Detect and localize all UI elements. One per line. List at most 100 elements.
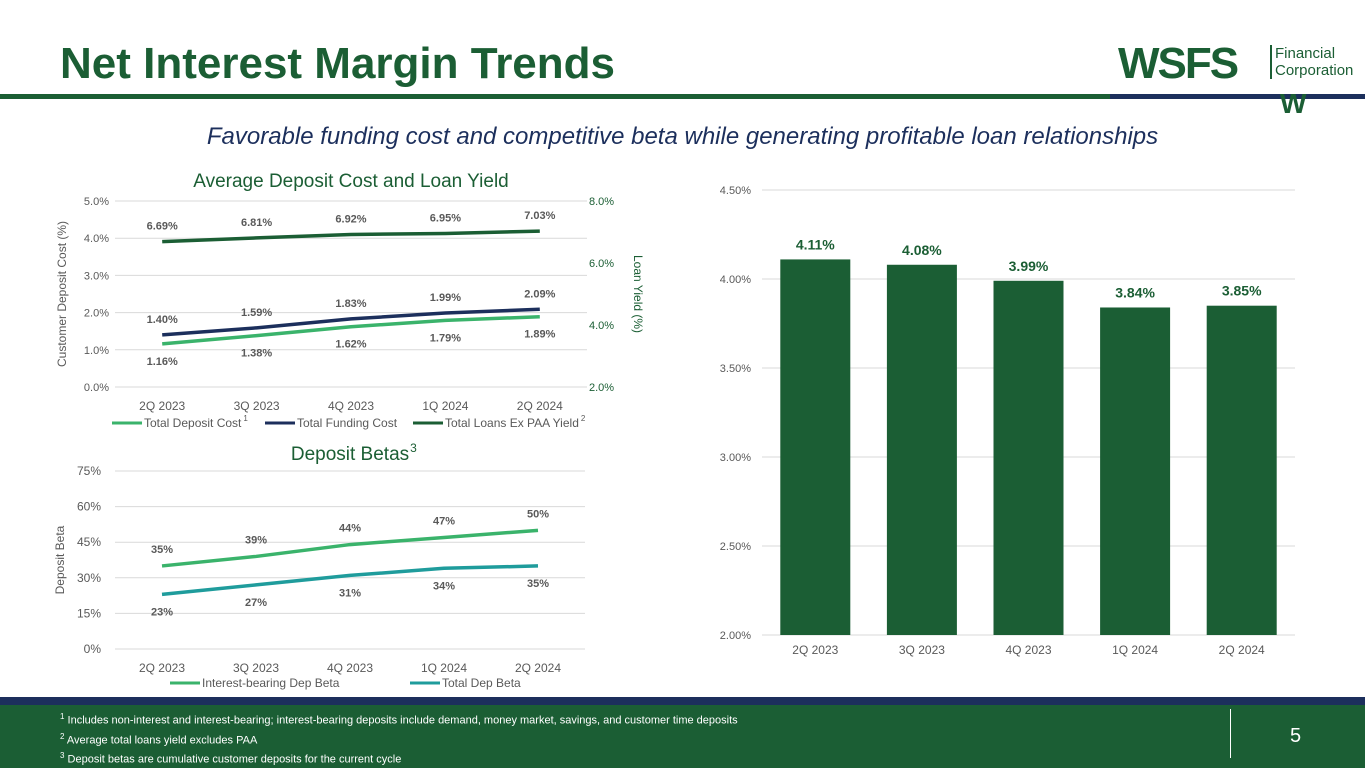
data-label: 1.59% <box>241 307 272 319</box>
y-tick-label: 60% <box>77 500 101 514</box>
y-tick-label: 30% <box>77 571 101 585</box>
y-tick-label: 75% <box>77 464 101 478</box>
y-tick-label: 15% <box>77 606 101 620</box>
y-tick-label: 3.0% <box>84 270 109 282</box>
title-footnote-mark: 3 <box>410 441 417 455</box>
data-label: 1.62% <box>335 339 366 351</box>
data-label: 44% <box>339 523 361 535</box>
x-tick-label: 3Q 2023 <box>233 661 279 675</box>
footnote-1: 1 Includes non-interest and interest-bea… <box>60 712 738 727</box>
series-line <box>161 564 539 597</box>
data-label: 6.81% <box>241 217 272 229</box>
data-label: 3.99% <box>1009 258 1049 274</box>
nim-bar <box>886 264 957 635</box>
legend-footnote-mark: 1 <box>243 414 248 423</box>
y-tick-label: 1.0% <box>84 345 109 357</box>
data-label: 27% <box>245 597 267 609</box>
data-label: 3.85% <box>1222 283 1262 299</box>
title-rule-accent <box>1110 94 1365 99</box>
wsfs-logo: WSFS Financial Corporation W <box>1118 39 1358 119</box>
legend-label: Interest-bearing Dep Beta <box>202 676 340 690</box>
logo-sub-line1: Financial <box>1275 45 1336 62</box>
x-tick-label: 4Q 2023 <box>1005 643 1051 657</box>
x-tick-label: 2Q 2023 <box>139 661 185 675</box>
x-tick-label: 1Q 2024 <box>421 661 467 675</box>
legend-footnote-mark: 2 <box>581 414 586 423</box>
x-tick-label: 3Q 2023 <box>234 399 280 413</box>
data-label: 34% <box>433 580 455 592</box>
logo-wordmark: WSFS <box>1118 39 1239 88</box>
data-label: 35% <box>151 544 173 556</box>
net-interest-margin-bar-chart: 2.00% 2.50% 3.00% 3.50% 4.00% 4.50% 4.11% 2Q 20… <box>720 185 1295 657</box>
nim-bar <box>1100 307 1171 635</box>
y-tick-label: 2.0% <box>84 308 109 320</box>
series-line <box>162 307 540 337</box>
page-number: 5 <box>1290 725 1302 747</box>
data-label: 31% <box>339 587 361 599</box>
x-tick-label: 4Q 2023 <box>327 661 373 675</box>
series-line <box>161 528 539 568</box>
chart-title: Deposit Betas <box>291 444 409 465</box>
data-label: 1.79% <box>430 332 461 344</box>
y-tick-label: 5.0% <box>84 196 109 208</box>
data-label: 4.11% <box>796 236 835 252</box>
y-tick-label: 3.50% <box>720 363 751 375</box>
y-tick-label: 2.00% <box>720 630 751 642</box>
y-tick-label: 4.00% <box>720 274 751 286</box>
nim-bar <box>780 259 851 635</box>
deposit-betas-chart: Deposit Betas 30%15%30%45%60%75%Deposit B… <box>53 441 585 690</box>
data-label: 6.69% <box>147 221 178 233</box>
x-tick-label: 1Q 2024 <box>1112 643 1158 657</box>
y-tick-label: 0% <box>84 642 102 656</box>
x-tick-label: 1Q 2024 <box>422 399 468 413</box>
x-tick-label: 2Q 2024 <box>1219 643 1265 657</box>
x-tick-label: 3Q 2023 <box>899 643 945 657</box>
data-label: 39% <box>245 534 267 546</box>
y-axis-label: Customer Deposit Cost (%) <box>55 221 69 367</box>
data-label: 2.09% <box>524 288 555 300</box>
chart-title: Average Deposit Cost and Loan Yield <box>193 171 508 192</box>
legend-label: Total Deposit Cost <box>144 416 242 430</box>
footer-divider <box>1230 709 1231 758</box>
data-label: 3.84% <box>1115 284 1155 300</box>
page-title: Net Interest Margin Trends <box>60 39 616 88</box>
data-label: 1.40% <box>147 314 178 326</box>
data-label: 47% <box>433 515 455 527</box>
x-tick-label: 2Q 2024 <box>515 661 561 675</box>
y-tick-label: 3.00% <box>720 452 751 464</box>
logo-sub-line2: Corporation <box>1275 62 1354 79</box>
data-label: 50% <box>527 508 549 520</box>
logo-subtext: Financial Corporation <box>1270 45 1353 79</box>
y-tick-label: 45% <box>77 535 101 549</box>
x-tick-label: 2Q 2023 <box>792 643 838 657</box>
footnote-3: 3 Deposit betas are cumulative customer … <box>60 751 402 766</box>
legend-label: Total Loans Ex PAA Yield <box>445 416 579 430</box>
y-axis-label: Deposit Beta <box>53 525 67 594</box>
footer: 1 Includes non-interest and interest-bea… <box>0 705 1365 768</box>
x-tick-label: 2Q 2024 <box>517 399 563 413</box>
data-label: 1.89% <box>524 329 555 341</box>
y2-tick-label: 2.0% <box>589 382 614 394</box>
y-tick-label: 2.50% <box>720 541 751 553</box>
data-label: 4.08% <box>902 242 942 258</box>
data-label: 6.95% <box>430 213 461 225</box>
deposit-cost-loan-yield-chart: Average Deposit Cost and Loan Yield 0.0% 1… <box>55 171 645 430</box>
y2-tick-label: 4.0% <box>589 320 614 332</box>
series-line <box>162 314 540 346</box>
data-label: 7.03% <box>524 210 555 222</box>
data-label: 6.92% <box>335 213 366 225</box>
data-label: 35% <box>527 578 549 590</box>
y-tick-label: 4.0% <box>84 233 109 245</box>
logo-w-mark: W <box>1280 88 1307 119</box>
data-label: 1.83% <box>335 298 366 310</box>
data-label: 1.16% <box>147 356 178 368</box>
data-label: 23% <box>151 606 173 618</box>
footnotes: 1 Includes non-interest and interest-bea… <box>60 709 738 768</box>
data-label: 1.99% <box>430 292 461 304</box>
y-tick-label: 0.0% <box>84 382 109 394</box>
nim-bar <box>1206 305 1277 635</box>
nim-bar <box>993 280 1064 635</box>
legend-label: Total Funding Cost <box>297 416 398 430</box>
slide-subtitle: Favorable funding cost and competitive b… <box>206 123 1159 150</box>
y2-axis-label: Loan Yield (%) <box>631 255 645 333</box>
